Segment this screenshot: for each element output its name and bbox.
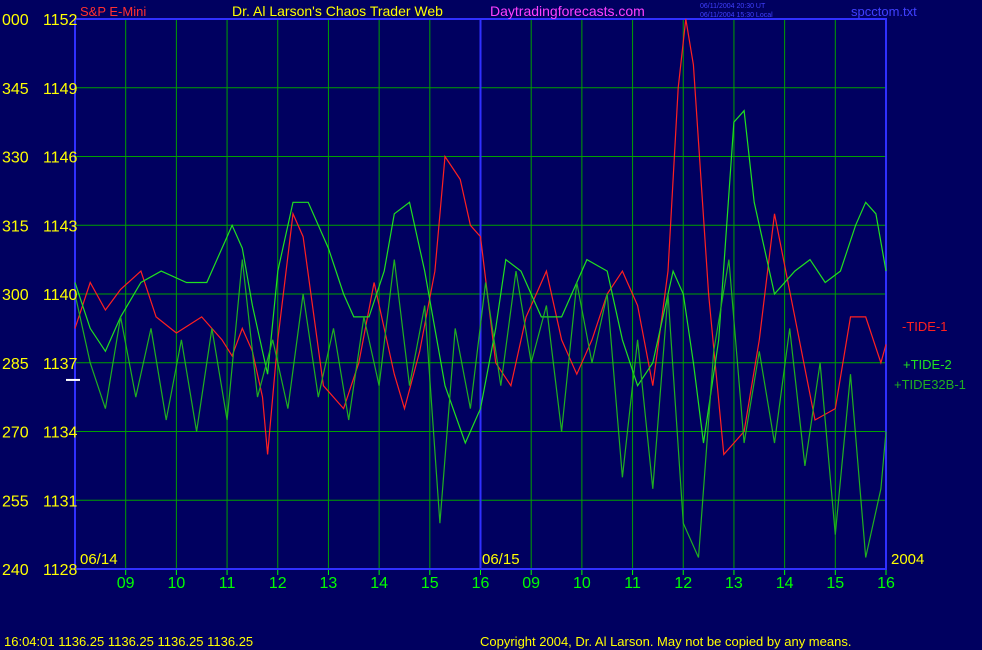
y-tick-price-label: 1152 — [43, 12, 78, 29]
x-tick-label: 13 — [725, 575, 743, 592]
x-tick-label: 11 — [624, 575, 641, 592]
x-tick-label: 10 — [167, 575, 185, 592]
series-line — [74, 109, 887, 445]
x-tick-label: 13 — [320, 575, 338, 592]
date-label-start: 06/14 — [80, 551, 118, 568]
year-label: 2004 — [891, 551, 924, 568]
x-tick-label: 10 — [573, 575, 591, 592]
y-tick-price-label: 1131 — [43, 493, 78, 510]
legend-tide1: -TIDE-1 — [902, 319, 948, 334]
legend-tide32b: +TIDE32B-1 — [894, 377, 966, 392]
y-tick-price-label: 1128 — [43, 562, 78, 579]
y-tick-price-label: 1140 — [43, 287, 78, 304]
grid-layer — [74, 18, 887, 575]
y-tick-price-label: 1149 — [43, 81, 78, 98]
series-layer — [74, 18, 887, 558]
header-filename: spcctom.txt — [851, 4, 917, 19]
x-tick-label: 12 — [674, 575, 692, 592]
y-tick-left-label: 315 — [2, 218, 29, 235]
instrument-label: S&P E-Mini — [80, 4, 146, 19]
y-tick-left-label: 345 — [2, 81, 29, 98]
y-tick-price-label: 1146 — [43, 150, 78, 167]
y-tick-price-label: 1134 — [43, 425, 78, 442]
x-tick-label: 16 — [877, 575, 895, 592]
y-tick-left-label: 000 — [2, 12, 29, 29]
x-tick-label: 11 — [219, 575, 236, 592]
y-tick-left-label: 285 — [2, 356, 29, 373]
label-layer: 000 1152 345 1149 330 1146 315 1143 300 1140 285 11… — [2, 12, 895, 592]
legend-tide2: +TIDE-2 — [903, 357, 952, 372]
series-line — [74, 259, 887, 558]
x-tick-label: 14 — [370, 575, 388, 592]
x-tick-label: 14 — [776, 575, 794, 592]
y-tick-left-label: 255 — [2, 493, 29, 510]
date-label-mid: 06/15 — [482, 551, 520, 568]
header-title: Dr. Al Larson's Chaos Trader Web — [232, 3, 443, 19]
y-tick-left-label: 240 — [2, 562, 29, 579]
x-tick-label: 09 — [522, 575, 540, 592]
header-time-utc: 06/11/2004 20:30 UT — [700, 3, 766, 10]
y-tick-price-label: 1137 — [43, 356, 78, 373]
y-tick-left-label: 330 — [2, 150, 29, 167]
footer-copyright: Copyright 2004, Dr. Al Larson. May not b… — [480, 634, 851, 649]
header-site: Daytradingforecasts.com — [490, 3, 645, 19]
x-tick-label: 16 — [472, 575, 490, 592]
y-tick-left-label: 270 — [2, 425, 29, 442]
footer-quote: 16:04:01 1136.25 1136.25 1136.25 1136.25 — [4, 634, 253, 649]
y-tick-price-label: 1143 — [43, 218, 78, 235]
x-tick-label: 12 — [269, 575, 287, 592]
y-tick-left-label: 300 — [2, 287, 29, 304]
x-tick-label: 09 — [117, 575, 135, 592]
series-line — [74, 18, 887, 456]
header-time-local: 06/11/2004 15:30 Local — [700, 12, 773, 19]
x-tick-label: 15 — [826, 575, 844, 592]
x-tick-label: 15 — [421, 575, 439, 592]
